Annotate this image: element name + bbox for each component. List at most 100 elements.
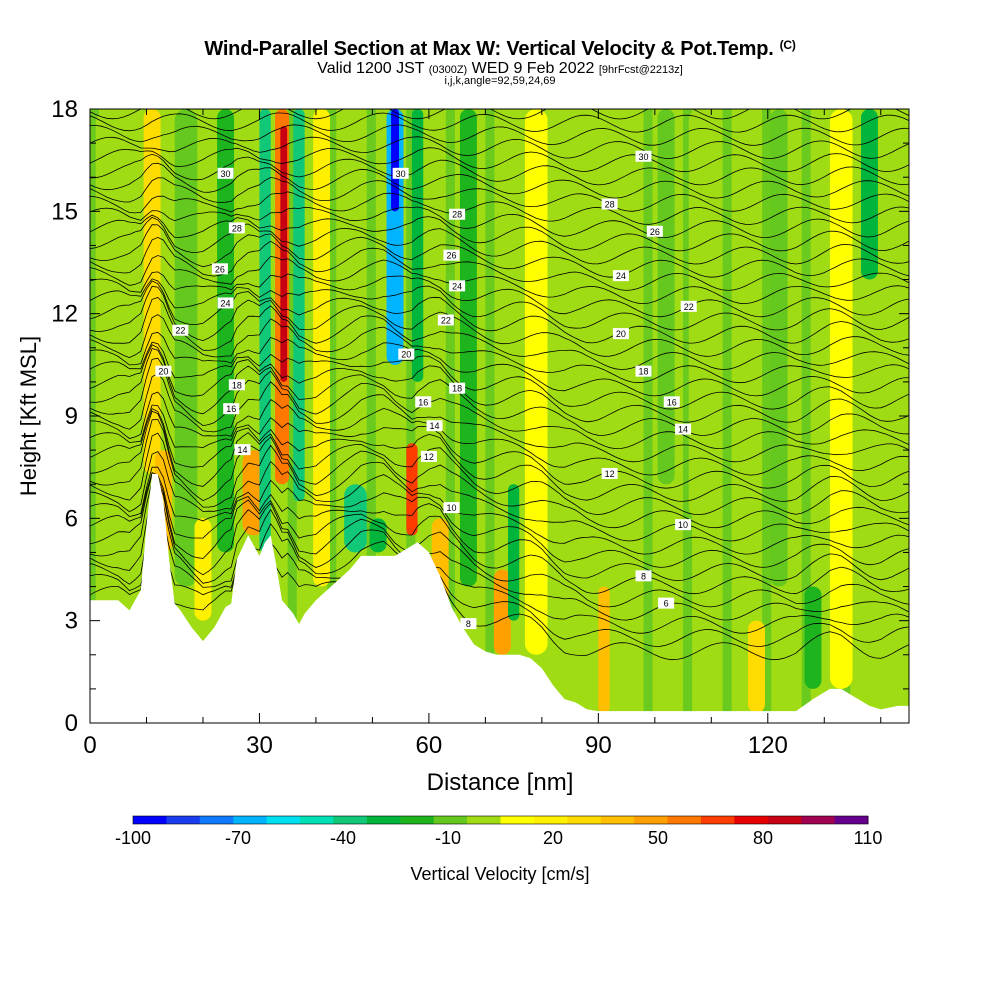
colorbar-tick-label: 20	[543, 828, 563, 848]
contour-label-bg	[217, 297, 234, 309]
contour-label: 20	[398, 348, 415, 360]
theta-contour-line	[90, 408, 909, 502]
contour-label-text: 20	[401, 350, 411, 360]
theta-contour-line	[90, 419, 909, 529]
y-tick-label: 3	[65, 608, 78, 635]
colorbar-swatch	[266, 816, 301, 824]
contour-label: 24	[217, 297, 234, 309]
contour-label: 22	[680, 300, 697, 312]
contour-label-bg	[635, 365, 652, 377]
colorbar-swatch	[333, 816, 368, 824]
colorbar-swatch	[233, 816, 268, 824]
contour-label-text: 12	[424, 452, 434, 462]
contour-label-text: 22	[684, 302, 694, 312]
theta-contour-line	[90, 410, 909, 516]
contour-label: 12	[601, 467, 618, 479]
contour-label-bg	[612, 270, 629, 282]
x-tick-label: 0	[83, 732, 96, 759]
contour-label: 30	[392, 167, 409, 179]
theta-contour-line	[90, 331, 909, 397]
theta-contour-line	[90, 206, 909, 239]
contour-label: 16	[663, 396, 680, 408]
contour-label-text: 28	[452, 210, 462, 220]
contour-label-text: 16	[667, 397, 677, 407]
contour-label-text: 24	[221, 298, 231, 308]
colorbar-swatch	[533, 816, 568, 824]
colorbar-tick-label: -70	[225, 828, 251, 848]
colorbar-swatch	[567, 816, 602, 824]
colorbar-swatch	[199, 816, 234, 824]
contour-label: 16	[415, 396, 432, 408]
colorbar-swatch	[734, 816, 769, 824]
contour-label-text: 22	[175, 326, 185, 336]
theta-contour-line	[90, 535, 909, 661]
contour-labels: 6 8 8 10 10 12 12 14 14 14 16 16 16 18 18 18 20 20 20 22 22 2…	[155, 150, 697, 630]
terrain-profile	[90, 474, 909, 723]
contour-label: 14	[234, 444, 251, 456]
colorbar-tick-label: -40	[330, 828, 356, 848]
theta-contour-line	[90, 176, 909, 212]
contour-label-text: 26	[215, 264, 225, 274]
contour-label-text: 20	[158, 367, 168, 377]
contour-label: 26	[646, 225, 663, 237]
contour-label-bg	[228, 222, 245, 234]
contour-label-bg	[460, 618, 477, 630]
colorbar-swatch	[600, 816, 635, 824]
y-axis-label: Height [Kft MSL]	[16, 336, 41, 496]
contour-label-text: 30	[221, 169, 231, 179]
field-stripe	[327, 109, 337, 723]
contour-label-text: 16	[226, 404, 236, 414]
terrain-mask	[90, 474, 909, 723]
contour-label-bg	[601, 198, 618, 210]
theta-contour-line	[90, 432, 909, 542]
contour-label: 24	[449, 280, 466, 292]
contour-label: 14	[426, 420, 443, 432]
velocity-column	[280, 126, 288, 382]
contour-label-bg	[437, 314, 454, 326]
colorbar-swatch	[700, 816, 735, 824]
theta-contour-line	[90, 109, 909, 120]
contour-label-bg	[392, 167, 409, 179]
theta-contour-line	[90, 214, 909, 252]
contour-label-bg	[646, 225, 663, 237]
contour-label-text: 16	[418, 397, 428, 407]
contour-label-bg	[449, 280, 466, 292]
contour-label: 14	[675, 423, 692, 435]
colorbar-swatch	[433, 816, 468, 824]
contour-label-bg	[675, 519, 692, 531]
colorbar-frame	[132, 815, 869, 825]
theta-contour-line	[90, 224, 909, 278]
chart-subtitle: Valid 1200 JST (0300Z) WED 9 Feb 2022 [9…	[317, 60, 683, 77]
contour-label-text: 28	[605, 200, 615, 210]
x-tick-label: 90	[585, 732, 612, 759]
contour-label-text: 12	[605, 469, 615, 479]
contour-label-text: 14	[430, 421, 440, 431]
theta-contour-line	[90, 278, 909, 331]
contour-label-bg	[635, 570, 652, 582]
contour-label-bg	[211, 263, 228, 275]
x-tick-label: 30	[246, 732, 273, 759]
colorbar-swatch	[366, 816, 401, 824]
field-stripe	[643, 109, 653, 723]
velocity-column	[369, 518, 387, 553]
colorbar-swatch	[500, 816, 535, 824]
contour-label: 18	[228, 379, 245, 391]
contour-label-text: 30	[396, 169, 406, 179]
colorbar-swatch	[767, 816, 802, 824]
contour-label: 30	[217, 167, 234, 179]
contour-label-bg	[449, 382, 466, 394]
theta-contour-line	[90, 271, 909, 318]
contour-label-text: 30	[639, 152, 649, 162]
y-tick-label: 9	[65, 403, 78, 430]
copyright-mark: (C)	[779, 38, 796, 52]
velocity-column	[143, 109, 161, 474]
contour-label: 12	[420, 450, 437, 462]
contour-label: 8	[635, 570, 652, 582]
colorbar-swatch	[400, 816, 435, 824]
velocity-column	[524, 109, 548, 655]
contour-label-text: 10	[678, 520, 688, 530]
contour-label-bg	[217, 167, 234, 179]
theta-contour-line	[90, 147, 909, 173]
y-tick-label: 0	[65, 710, 78, 737]
